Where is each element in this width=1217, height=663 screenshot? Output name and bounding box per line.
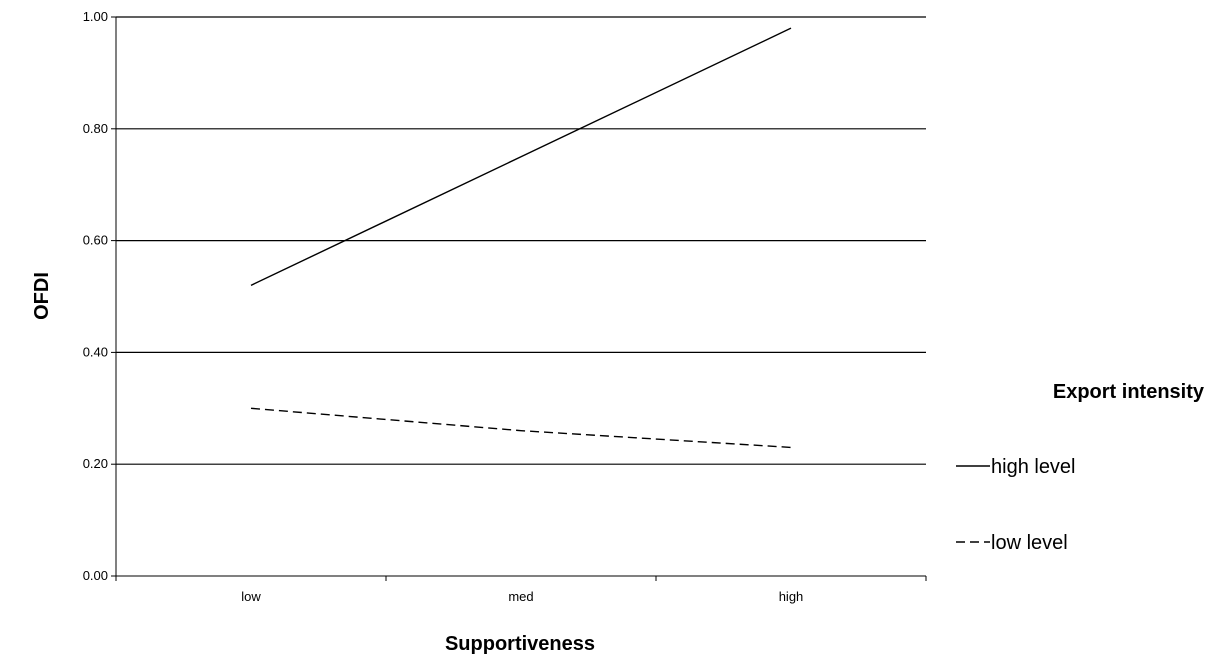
legend-title: Export intensity (1053, 381, 1205, 403)
x-tick-label: high (779, 589, 804, 604)
legend-label: high level (991, 456, 1076, 478)
y-axis-title: OFDI (31, 272, 53, 320)
series-lines (250, 27, 792, 449)
y-tick-label: 0.80 (83, 121, 108, 136)
series-line-low-level (250, 407, 792, 449)
series-line-high-level (250, 27, 792, 286)
y-tick-label: 0.60 (83, 233, 108, 248)
legend: Export intensity high level low level (956, 381, 1205, 554)
y-tick-label: 0.40 (83, 344, 108, 359)
axes (111, 16, 927, 581)
x-tick-label: med (508, 589, 533, 604)
y-tick-label: 0.20 (83, 456, 108, 471)
x-tick-label: low (241, 589, 261, 604)
legend-items: high level low level (956, 456, 1076, 554)
legend-label: low level (991, 532, 1068, 554)
gridlines (116, 16, 926, 465)
y-tick-label: 0.00 (83, 568, 108, 583)
y-tick-label: 1.00 (83, 9, 108, 24)
tick-labels: 0.00 0.20 0.40 0.60 0.80 1.00 low med high (83, 9, 804, 604)
x-axis-title: Supportiveness (445, 633, 595, 655)
